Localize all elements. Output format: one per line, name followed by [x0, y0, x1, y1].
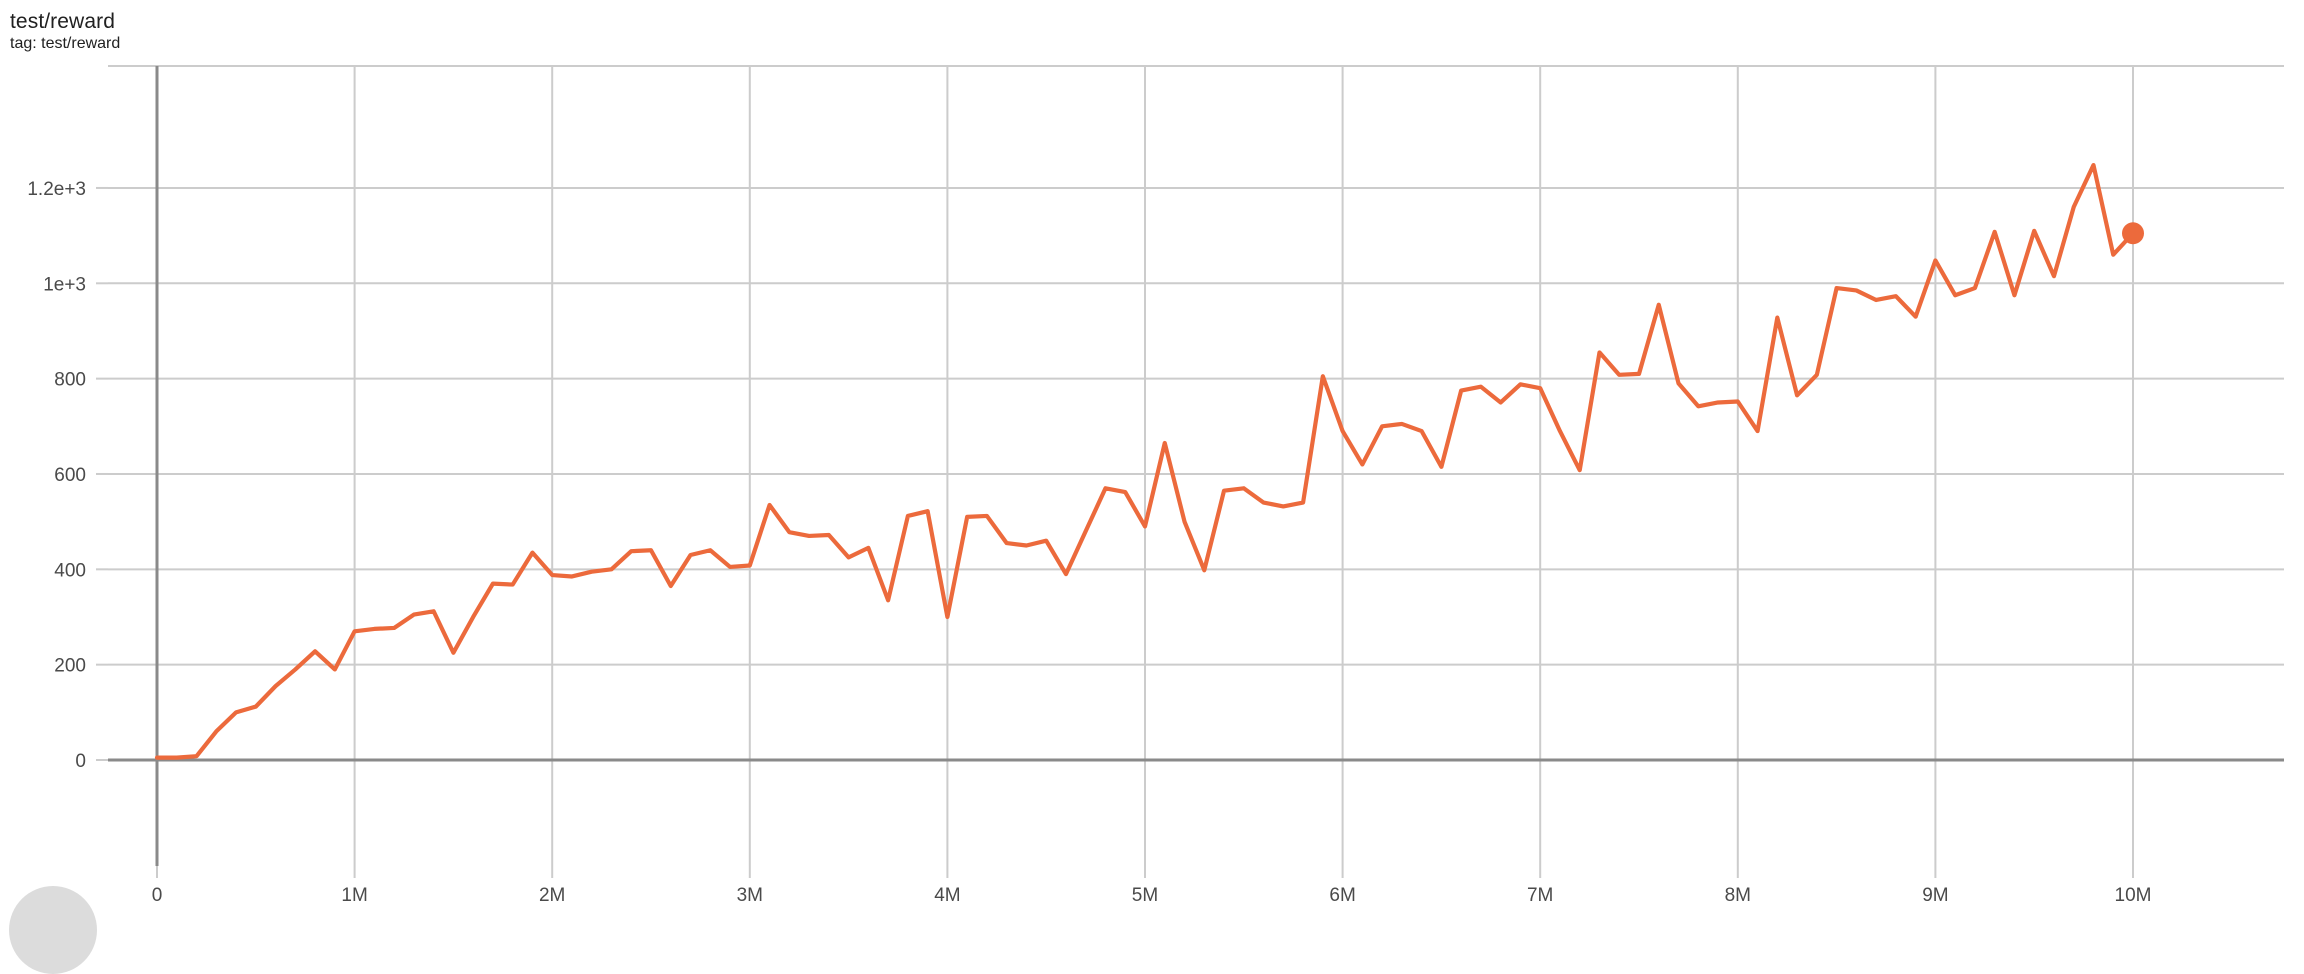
- data-series-test-reward: [154, 162, 2144, 760]
- svg-text:1M: 1M: [341, 885, 367, 906]
- svg-text:800: 800: [54, 370, 86, 391]
- vertical-gridlines: [353, 66, 2134, 866]
- floating-action-button[interactable]: [9, 886, 97, 974]
- svg-text:6M: 6M: [1329, 885, 1355, 906]
- svg-text:0: 0: [152, 885, 163, 906]
- horizontal-gridlines: [108, 65, 2284, 666]
- chart-subtitle-tag: tag: test/reward: [10, 35, 121, 52]
- svg-text:9M: 9M: [1922, 885, 1948, 906]
- series-endpoint-marker: [2122, 222, 2144, 245]
- y-tick-marks: [96, 186, 108, 761]
- x-axis-tick-labels: 0 1M 2M 3M 4M 5M 6M 7M 8M 9M 10M: [152, 885, 2152, 906]
- svg-text:5M: 5M: [1132, 885, 1158, 906]
- svg-text:2M: 2M: [539, 885, 565, 906]
- svg-text:1e+3: 1e+3: [43, 274, 86, 295]
- svg-text:4M: 4M: [934, 885, 960, 906]
- svg-text:7M: 7M: [1527, 885, 1553, 906]
- y-axis-tick-labels: 0 200 400 600 800 1e+3 1.2e+3: [27, 179, 86, 772]
- svg-text:10M: 10M: [2115, 885, 2152, 906]
- svg-text:8M: 8M: [1725, 885, 1751, 906]
- svg-text:3M: 3M: [737, 885, 763, 906]
- x-tick-marks: [156, 866, 2134, 878]
- svg-text:600: 600: [54, 465, 86, 486]
- axis-lines: [108, 66, 2284, 866]
- svg-text:200: 200: [54, 656, 86, 677]
- chart-title: test/reward: [10, 10, 115, 33]
- svg-text:1.2e+3: 1.2e+3: [27, 179, 86, 200]
- series-line: [154, 162, 2136, 760]
- svg-text:0: 0: [75, 751, 86, 772]
- line-chart-plot[interactable]: 0 200 400 600 800 1e+3 1.2e+3 0 1M 2M 3M 4M 5M 6M 7M 8…: [0, 0, 2304, 908]
- svg-text:400: 400: [54, 560, 86, 581]
